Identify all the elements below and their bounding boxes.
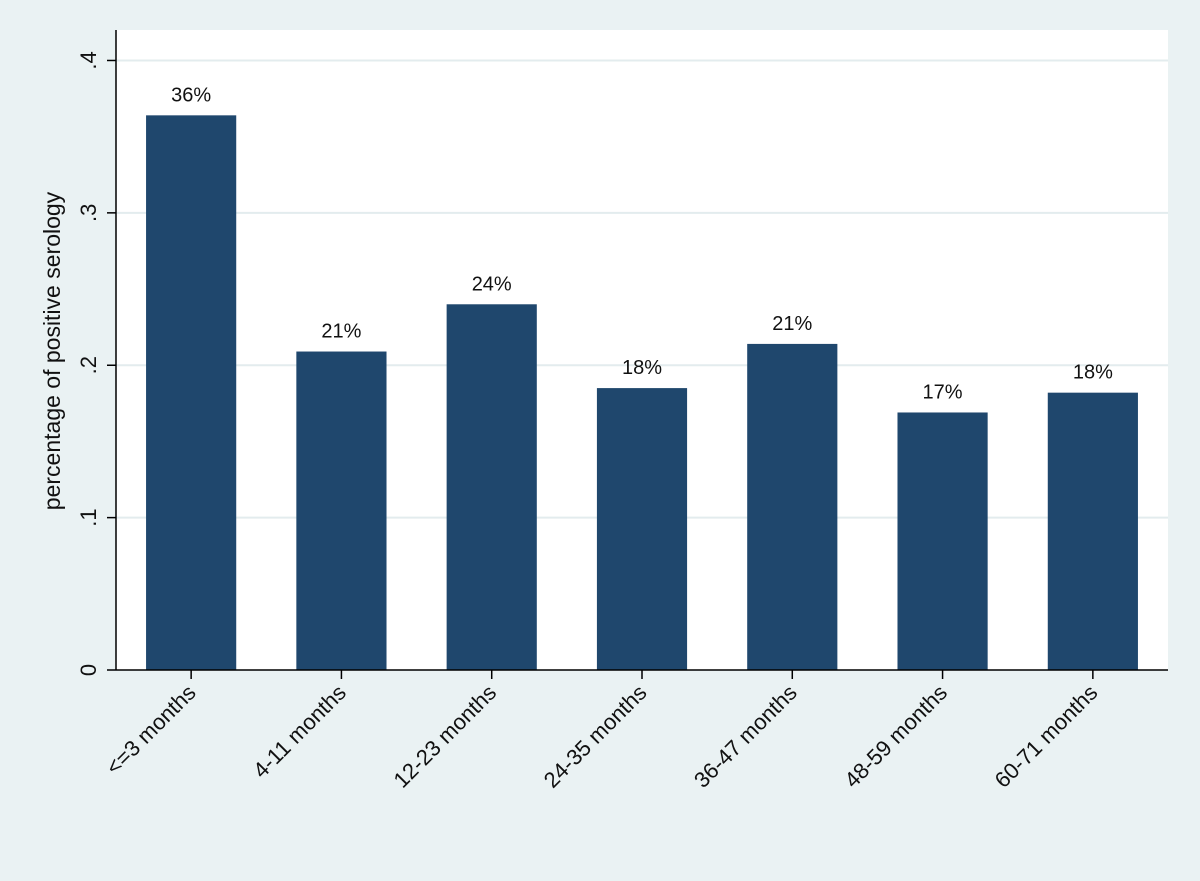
y-tick-label: .4 <box>76 51 101 69</box>
data-label: 24% <box>472 273 512 295</box>
data-label: 18% <box>622 357 662 379</box>
data-label: 21% <box>321 321 361 343</box>
x-tick-label: 4-11 months <box>248 680 351 783</box>
x-tick-label: 36-47 months <box>689 680 802 793</box>
bar <box>146 115 237 671</box>
bar <box>747 343 838 670</box>
x-tick-label: 60-71 months <box>990 680 1103 793</box>
bar <box>296 351 387 670</box>
y-tick-labels: 0 .1 .2 .3 .4 <box>76 51 101 676</box>
bar <box>596 388 688 670</box>
y-tick-label: .2 <box>76 356 101 374</box>
y-tick-label: 0 <box>76 664 101 676</box>
grid-lines <box>116 59 1168 519</box>
x-tick-label: 12-23 months <box>388 680 501 793</box>
x-tick-labels: <=3 months 4-11 months 12-23 months 24-35 m… <box>101 680 1103 793</box>
data-label: 21% <box>772 313 812 335</box>
data-label: 36% <box>171 84 211 106</box>
data-labels: 36% 21% 24% 18% 21% 17% 18% <box>171 84 1113 403</box>
x-tick-label: <=3 months <box>101 680 201 780</box>
data-label: 17% <box>923 381 963 403</box>
axes <box>107 30 1168 679</box>
bar <box>1047 392 1138 670</box>
y-axis-label: percentage of positive serology <box>39 191 65 510</box>
bar <box>897 412 988 670</box>
y-tick-label: .3 <box>76 204 101 222</box>
data-label: 18% <box>1073 362 1113 384</box>
bar <box>446 304 537 670</box>
x-tick-label: 24-35 months <box>539 680 652 793</box>
y-tick-label: .1 <box>76 508 101 526</box>
bars <box>146 115 1138 671</box>
x-tick-label: 48-59 months <box>839 680 952 793</box>
